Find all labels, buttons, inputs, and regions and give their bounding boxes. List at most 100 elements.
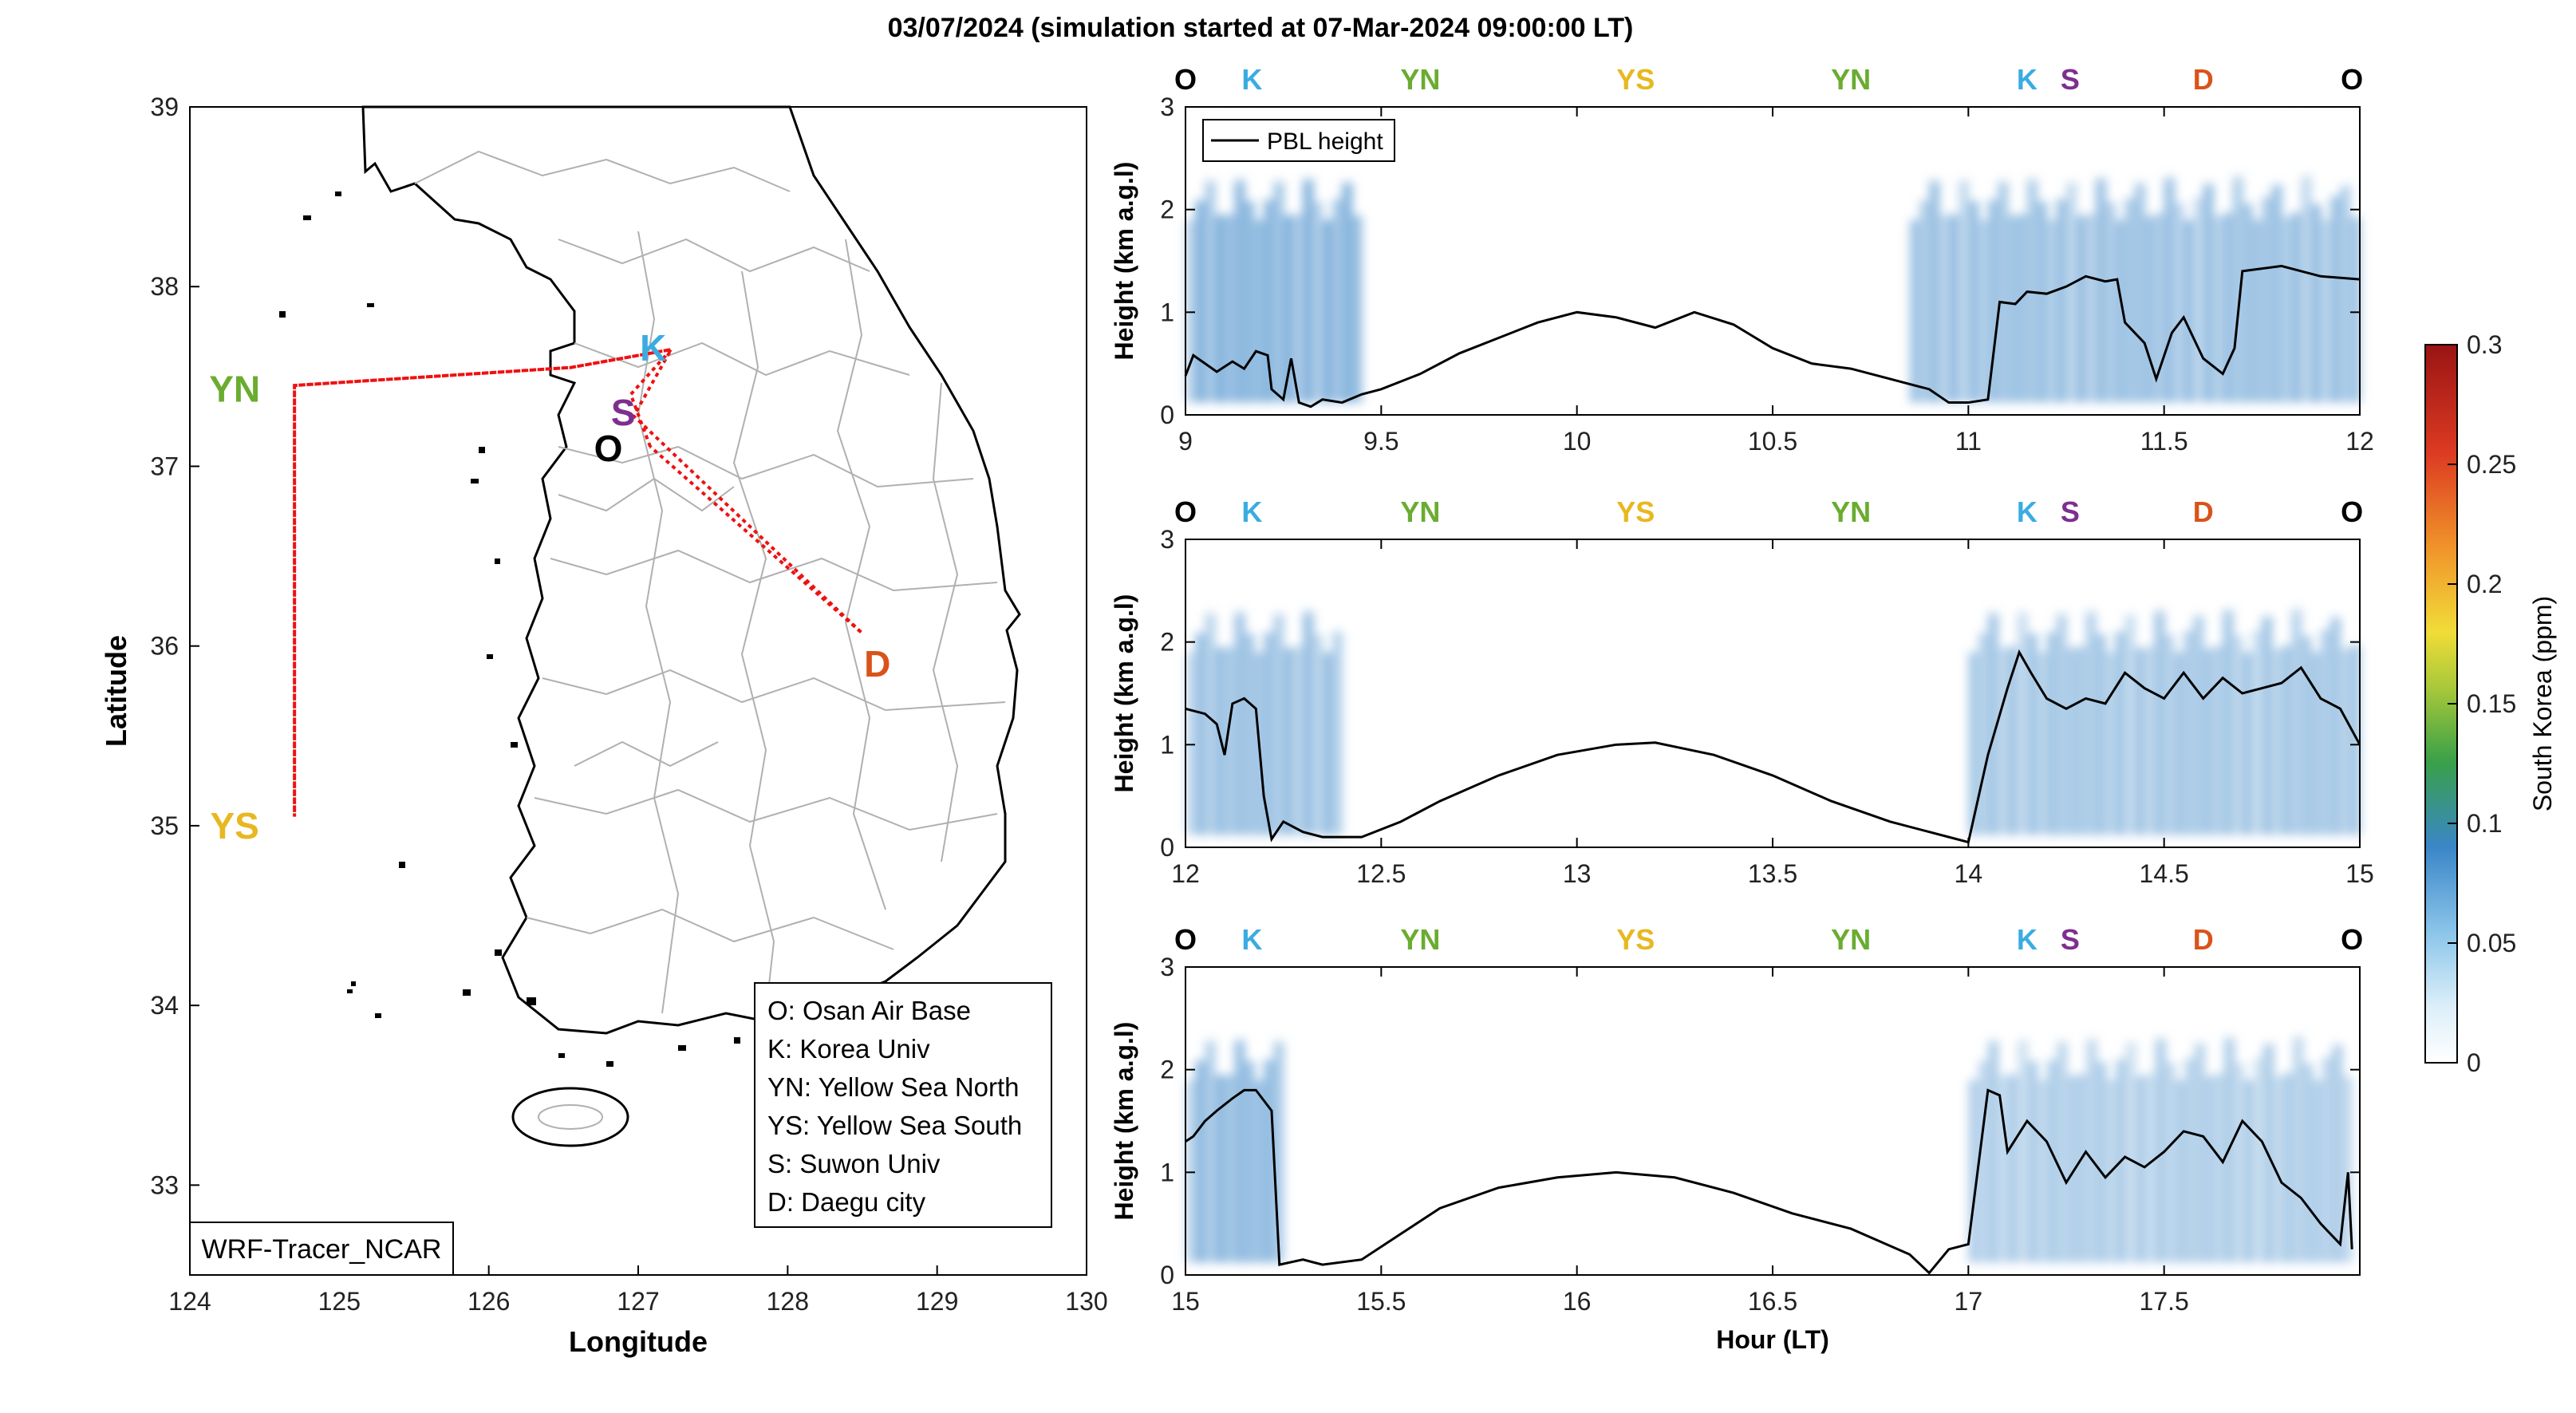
panel-x-axis-label: Hour (LT) xyxy=(1716,1325,1829,1354)
panel-site-k: K xyxy=(2017,63,2038,96)
map-y-tick-label: 34 xyxy=(150,991,179,1020)
x-tick-label: 9.5 xyxy=(1363,427,1398,456)
panel-site-d: D xyxy=(2193,63,2214,96)
panel-site-ys: YS xyxy=(1616,923,1655,956)
panel-site-o: O xyxy=(2341,495,2363,528)
jeju-island xyxy=(511,1087,629,1147)
map-site-d: D xyxy=(864,643,890,685)
panel-site-o: O xyxy=(1174,495,1197,528)
x-tick-label: 12 xyxy=(1171,859,1200,888)
map-y-tick-label: 37 xyxy=(150,452,179,480)
x-tick-label: 16.5 xyxy=(1748,1287,1797,1316)
pbl-height-line xyxy=(1185,649,2361,844)
panel-y-axis-label: Height (km a.g.l) xyxy=(1110,594,1138,793)
map-x-tick-label: 127 xyxy=(617,1287,659,1316)
panel-site-k: K xyxy=(1241,495,1262,528)
colorbar-tick-label: 0.3 xyxy=(2467,330,2502,359)
model-label: WRF-Tracer_NCAR xyxy=(202,1234,442,1265)
map-x-tick-label: 129 xyxy=(916,1287,958,1316)
map-site-yn: YN xyxy=(209,369,260,410)
province-borders xyxy=(414,150,1006,1014)
x-tick-label: 14 xyxy=(1955,859,1983,888)
map-legend-box xyxy=(754,982,1052,1228)
map-x-tick-label: 124 xyxy=(168,1287,211,1316)
coastal-islands xyxy=(279,191,806,1067)
colorbar-tick-label: 0.2 xyxy=(2467,570,2502,598)
panel-site-k: K xyxy=(1241,63,1262,96)
panel-site-s: S xyxy=(2061,923,2080,956)
map-site-ys: YS xyxy=(211,805,259,847)
panel-site-ys: YS xyxy=(1616,495,1655,528)
y-tick-label: 2 xyxy=(1160,1056,1174,1084)
x-tick-label: 9 xyxy=(1178,427,1193,456)
map-legend-entry: S: Suwon Univ xyxy=(767,1149,941,1178)
y-tick-label: 2 xyxy=(1160,195,1174,224)
panel-site-s: S xyxy=(2061,63,2080,96)
y-tick-label: 3 xyxy=(1160,93,1174,121)
map-x-tick-label: 126 xyxy=(467,1287,510,1316)
map-y-tick-label: 39 xyxy=(150,93,179,121)
y-tick-label: 1 xyxy=(1160,1158,1174,1186)
x-tick-label: 15 xyxy=(1171,1287,1200,1316)
panel-y-axis-label: Height (km a.g.l) xyxy=(1110,1022,1138,1221)
panel-site-yn: YN xyxy=(1400,63,1440,96)
map-x-tick-label: 125 xyxy=(318,1287,361,1316)
y-tick-label: 2 xyxy=(1160,628,1174,657)
y-tick-label: 1 xyxy=(1160,730,1174,759)
pbl-height-line xyxy=(1185,1088,2353,1275)
x-tick-label: 10 xyxy=(1563,427,1592,456)
panel-site-k: K xyxy=(2017,923,2038,956)
colorbar-tick-label: 0.15 xyxy=(2467,689,2516,718)
map-legend: O: Osan Air Base K: Korea Univ YN: Yellow … xyxy=(767,996,1022,1217)
flight-track xyxy=(293,347,864,817)
x-tick-label: 13 xyxy=(1563,859,1592,888)
map-y-tick-label: 36 xyxy=(150,632,179,661)
x-tick-label: 15 xyxy=(2345,859,2374,888)
map-x-axis-label: Longitude xyxy=(569,1325,708,1358)
panel-site-yn: YN xyxy=(1400,923,1440,956)
panel-3: 15 15.5 16 16.5 17 17.5 0 1 2 3 Height (km a.g.l) O… xyxy=(1110,923,2363,1354)
map-y-ticks: 33 34 35 36 37 38 39 xyxy=(150,93,199,1199)
colorbar-ticks: 0 0.05 0.1 0.15 0.2 0.25 0.3 xyxy=(2448,330,2516,1077)
y-tick-label: 3 xyxy=(1160,525,1174,554)
panel-y-axis-label: Height (km a.g.l) xyxy=(1110,162,1138,361)
x-tick-label: 17.5 xyxy=(2140,1287,2189,1316)
map-x-tick-label: 130 xyxy=(1065,1287,1107,1316)
map-site-o: O xyxy=(594,428,623,469)
x-tick-label: 10.5 xyxy=(1748,427,1797,456)
pbl-legend-label: PBL height xyxy=(1267,128,1383,155)
map-y-tick-label: 33 xyxy=(150,1170,179,1199)
pbl-height-line xyxy=(1184,264,2361,409)
panel-site-k: K xyxy=(2017,495,2038,528)
y-tick-label: 0 xyxy=(1160,833,1174,862)
x-tick-label: 17 xyxy=(1955,1287,1983,1316)
map-y-tick-label: 38 xyxy=(150,272,179,301)
colorbar: 0 0.05 0.1 0.15 0.2 0.25 0.3 South Korea (ppm) xyxy=(2424,330,2557,1077)
model-label-box xyxy=(189,1222,454,1276)
panel-site-d: D xyxy=(2193,495,2214,528)
map-site-labels: YN YS KSO D xyxy=(209,327,890,847)
tracer-fade xyxy=(1185,539,2360,709)
jeju-border xyxy=(538,1104,603,1130)
panel-site-o: O xyxy=(1174,63,1197,96)
map-legend-entry: D: Daegu city xyxy=(767,1187,926,1217)
x-tick-label: 12.5 xyxy=(1356,859,1406,888)
colorbar-tick-label: 0.05 xyxy=(2467,929,2516,957)
map-site-k: K xyxy=(640,327,666,369)
map-legend-entry: YN: Yellow Sea North xyxy=(767,1072,1020,1102)
panel-site-yn: YN xyxy=(1831,495,1871,528)
y-tick-label: 0 xyxy=(1160,1261,1174,1289)
map-legend-entry: O: Osan Air Base xyxy=(767,996,971,1025)
x-tick-label: 15.5 xyxy=(1356,1287,1406,1316)
panel-site-yn: YN xyxy=(1400,495,1440,528)
colorbar-tick-label: 0.25 xyxy=(2467,450,2516,479)
panel-site-k: K xyxy=(1241,923,1262,956)
colorbar-tick-label: 0 xyxy=(2467,1048,2481,1077)
y-tick-label: 1 xyxy=(1160,298,1174,326)
x-tick-label: 11 xyxy=(1955,427,1982,456)
map-y-axis-label: Latitude xyxy=(100,635,132,747)
